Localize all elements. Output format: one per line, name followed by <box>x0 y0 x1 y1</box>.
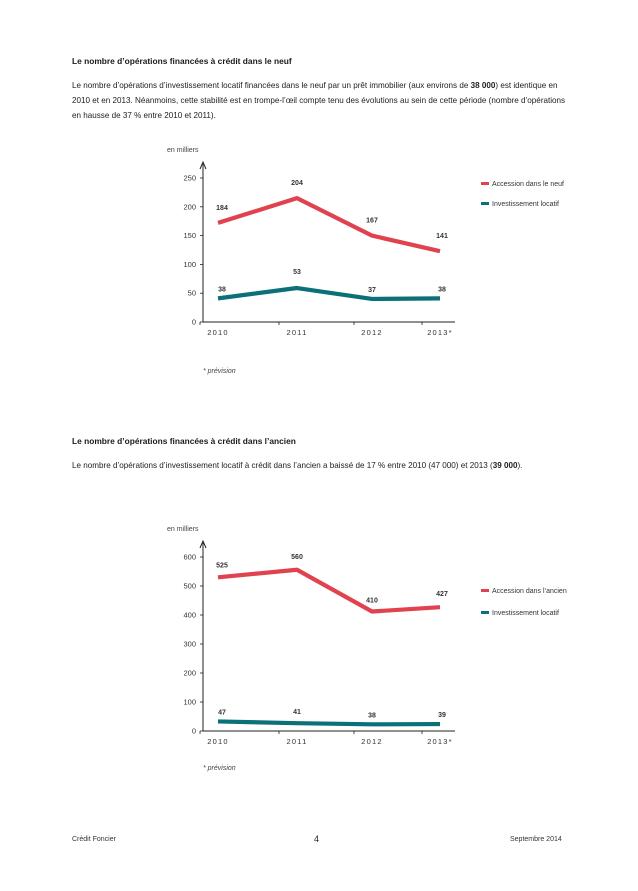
x-tick-label: 2012 <box>361 737 383 746</box>
y-tick-label: 400 <box>183 611 196 620</box>
data-label: 204 <box>291 180 303 187</box>
section2-heading: Le nombre d’opérations financées à crédi… <box>72 436 296 446</box>
series-line-accession <box>217 196 441 254</box>
data-label: 41 <box>293 709 301 716</box>
y-axis-arrow <box>199 160 207 170</box>
y-axis-unit-label: en milliers <box>167 147 199 154</box>
x-tick-label: 2010 <box>207 328 229 337</box>
y-tick-label: 50 <box>188 289 196 298</box>
data-label: 525 <box>216 562 228 569</box>
data-label: 427 <box>436 591 448 598</box>
series-line-investissement <box>217 719 441 727</box>
legend-label: Accession dans le neuf <box>492 181 564 188</box>
data-label: 141 <box>436 233 448 240</box>
y-axis-arrow <box>199 539 207 549</box>
series-line-investissement <box>217 285 441 302</box>
legend-swatch <box>481 202 489 205</box>
data-label: 38 <box>218 286 226 293</box>
legend-swatch <box>481 182 489 185</box>
page-number: 4 <box>314 834 320 844</box>
y-tick-label: 150 <box>183 231 196 240</box>
x-tick-label: 2011 <box>287 328 308 337</box>
y-tick-label: 0 <box>192 318 196 327</box>
x-tick-label: 2010 <box>207 737 229 746</box>
data-label: 47 <box>218 709 226 716</box>
y-tick-label: 250 <box>183 174 196 183</box>
data-label: 39 <box>438 712 446 719</box>
y-tick-label: 200 <box>183 669 196 678</box>
footer-right: Septembre 2014 <box>510 836 562 843</box>
data-label: 184 <box>216 205 228 212</box>
series-line-accession <box>217 567 441 614</box>
y-axis-unit-label: en milliers <box>167 526 199 533</box>
section1-paragraph: Le nombre d’opérations d’investissement … <box>72 81 566 120</box>
data-label: 38 <box>368 712 376 719</box>
data-label: 167 <box>366 218 378 225</box>
y-tick-label: 200 <box>183 202 196 211</box>
chart-note: * prévision <box>203 765 236 772</box>
legend-swatch <box>481 611 489 614</box>
chart-note: * prévision <box>203 368 236 375</box>
legend-label: Investissement locatif <box>492 201 559 208</box>
y-tick-label: 0 <box>192 727 196 736</box>
section2-paragraph: Le nombre d’opérations d’investissement … <box>72 461 523 470</box>
legend-label: Investissement locatif <box>492 610 559 617</box>
footer-left: Crédit Foncier <box>72 836 116 843</box>
legend-swatch <box>481 589 489 592</box>
x-tick-label: 2013* <box>427 328 453 337</box>
x-tick-label: 2011 <box>287 737 308 746</box>
y-tick-label: 500 <box>183 582 196 591</box>
x-tick-label: 2013* <box>427 737 453 746</box>
data-label: 37 <box>368 287 376 294</box>
legend-label: Accession dans l’ancien <box>492 588 567 595</box>
x-tick-label: 2012 <box>361 328 383 337</box>
data-label: 38 <box>438 286 446 293</box>
y-tick-label: 100 <box>183 260 196 269</box>
data-label: 560 <box>291 554 303 561</box>
section1-heading: Le nombre d’opérations financées à crédi… <box>72 56 292 66</box>
y-tick-label: 100 <box>183 698 196 707</box>
y-tick-label: 600 <box>183 553 196 562</box>
data-label: 53 <box>293 269 301 276</box>
y-tick-label: 300 <box>183 640 196 649</box>
data-label: 410 <box>366 598 378 605</box>
